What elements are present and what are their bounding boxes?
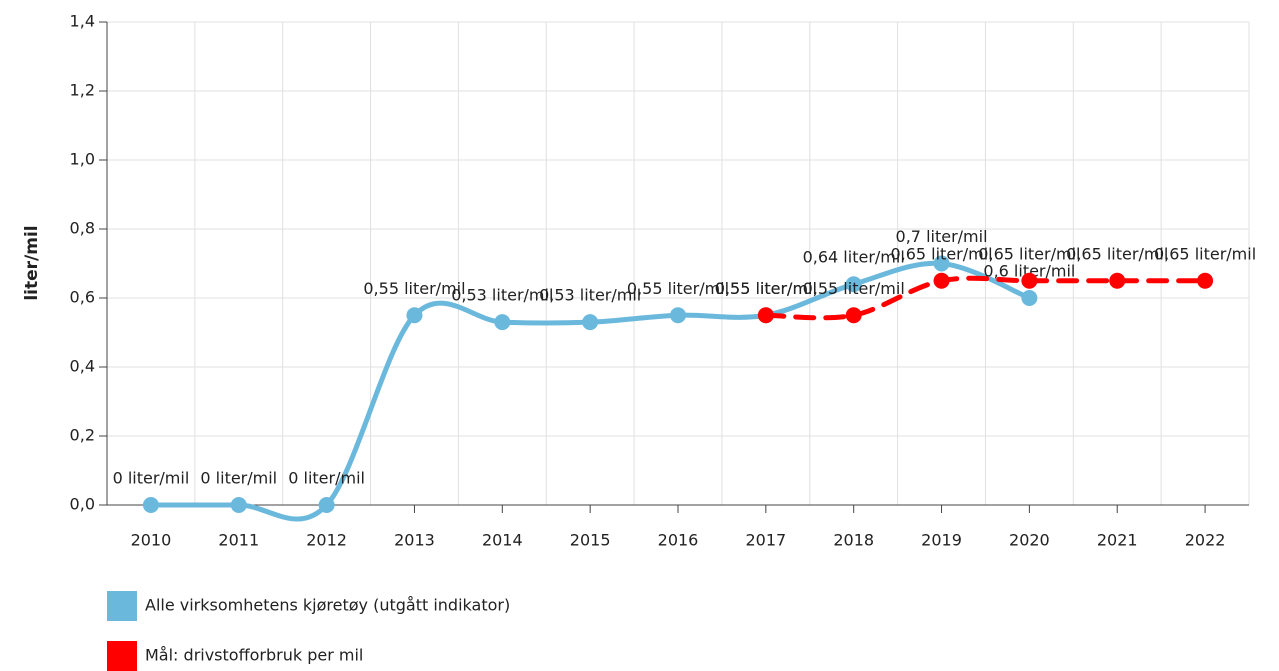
- x-tick-label: 2019: [921, 531, 962, 550]
- value-label: 0 liter/mil: [288, 469, 365, 488]
- point: [1109, 272, 1126, 289]
- point: [1021, 272, 1038, 289]
- value-label: 0,7 liter/mil: [896, 227, 988, 246]
- point: [670, 307, 686, 324]
- x-tick-label: 2013: [394, 531, 435, 550]
- value-label: 0,55 liter/mil: [627, 279, 729, 298]
- x-tick-label: 2022: [1185, 531, 1226, 550]
- legend-label: Mål: drivstofforbruk per mil: [145, 646, 363, 665]
- point: [757, 307, 774, 324]
- x-tick-label: 2018: [833, 531, 874, 550]
- value-label: 0,65 liter/mil: [1066, 244, 1168, 263]
- y-tick-label: 0,4: [70, 357, 95, 376]
- value-label: 0,55 liter/mil: [803, 279, 905, 298]
- y-tick-label: 0,8: [70, 219, 95, 238]
- point: [1197, 272, 1214, 289]
- value-label: 0,64 liter/mil: [803, 248, 905, 267]
- point: [845, 276, 862, 293]
- series-line: [763, 275, 1208, 321]
- value-label: 0,53 liter/mil: [451, 286, 553, 305]
- value-label: 0,65 liter/mil: [890, 244, 992, 263]
- value-label: 0,53 liter/mil: [539, 286, 641, 305]
- x-tick-label: 2015: [570, 531, 611, 550]
- series-line: [148, 260, 1032, 522]
- point: [230, 497, 247, 513]
- x-tick-label: 2021: [1097, 531, 1138, 550]
- point: [318, 497, 335, 513]
- point: [406, 307, 423, 324]
- value-label: 0,55 liter/mil: [715, 279, 817, 298]
- x-tick-label: 2014: [482, 531, 523, 550]
- point: [845, 307, 862, 324]
- legend-label: Alle virksomhetens kjøretøy (utgått indi…: [145, 596, 510, 615]
- legend-swatch: [107, 641, 137, 671]
- legend-swatch: [107, 591, 137, 621]
- value-label: 0 liter/mil: [200, 469, 277, 488]
- x-tick-label: 2016: [658, 531, 699, 550]
- value-label: 0,65 liter/mil: [978, 244, 1080, 263]
- point: [933, 272, 950, 289]
- point: [933, 255, 950, 272]
- y-tick-label: 1,0: [70, 150, 95, 169]
- value-label: 0 liter/mil: [113, 469, 190, 488]
- value-label: 0,55 liter/mil: [363, 279, 465, 298]
- point: [582, 314, 599, 331]
- x-tick-label: 2012: [306, 531, 347, 550]
- point: [494, 314, 511, 331]
- x-tick-label: 2017: [745, 531, 786, 550]
- x-tick-label: 2011: [218, 531, 259, 550]
- value-label: 0,65 liter/mil: [1154, 244, 1256, 263]
- y-tick-label: 0,6: [70, 288, 95, 307]
- x-tick-label: 2020: [1009, 531, 1050, 550]
- y-tick-label: 1,2: [70, 81, 95, 100]
- y-axis-label: liter/mil: [22, 225, 42, 300]
- y-tick-label: 0,0: [70, 495, 95, 514]
- point: [142, 497, 159, 513]
- point: [1021, 290, 1038, 306]
- value-label: 0,55 liter/mil: [715, 279, 817, 298]
- y-tick-label: 0,2: [70, 426, 95, 445]
- value-label: 0,6 liter/mil: [983, 262, 1075, 281]
- x-tick-label: 2010: [131, 531, 172, 550]
- y-tick-label: 1,4: [70, 12, 95, 31]
